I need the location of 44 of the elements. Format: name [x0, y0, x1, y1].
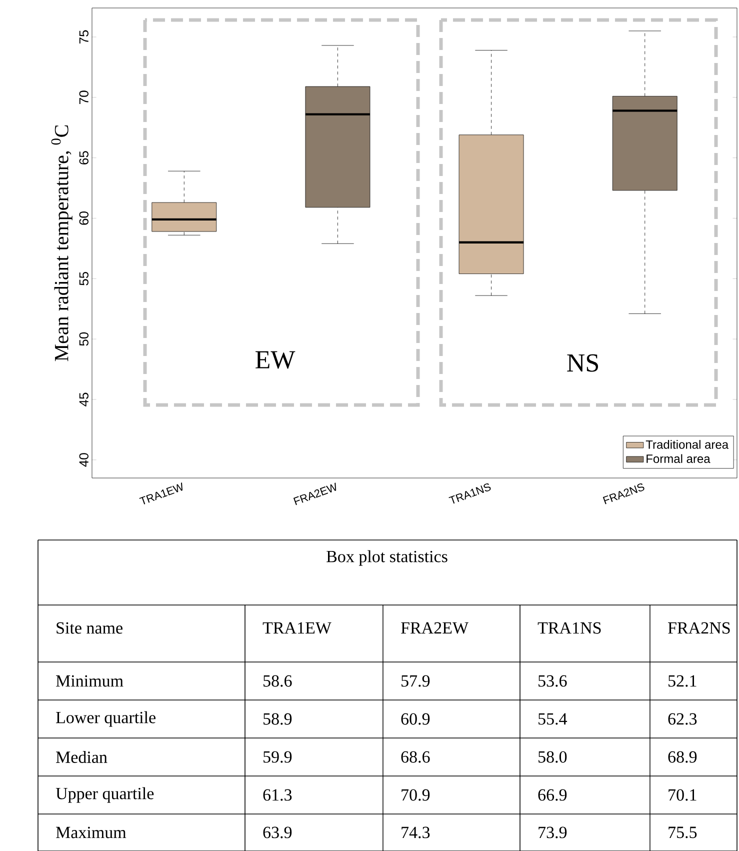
y-tick-label: 50	[79, 332, 88, 346]
annotation: NS	[567, 354, 598, 372]
text: Site name	[56, 622, 122, 634]
text: 53.6	[538, 675, 567, 687]
y-tick-label: 70	[79, 90, 88, 104]
text: 68.9	[668, 751, 697, 763]
y-tick-label: 40	[79, 453, 88, 467]
text: 74.3	[402, 826, 430, 838]
text: 70.9	[402, 789, 430, 801]
text: 57.9	[402, 675, 430, 687]
y-tick-label: 45	[79, 392, 88, 406]
category-label: FRA2NS	[668, 622, 730, 634]
text: 58.6	[264, 675, 292, 687]
text: Lower quartile	[56, 711, 156, 727]
text: Box plot statistics	[326, 550, 448, 566]
text: 73.9	[538, 826, 567, 838]
category-label: TRA1NS	[538, 622, 601, 634]
y-tick-label: 65	[79, 151, 88, 164]
text: 66.9	[538, 789, 567, 801]
legend-label: Formal area	[646, 454, 710, 463]
text: 60.9	[401, 713, 430, 725]
text: 62.3	[668, 713, 697, 725]
legend-label: Traditional area	[646, 440, 729, 449]
text: Maximum	[56, 826, 126, 838]
annotation: EW	[256, 351, 296, 369]
y-tick-label: 60	[79, 211, 88, 225]
y-tick-label: 55	[79, 272, 88, 286]
y-tick-label: 75	[79, 30, 88, 44]
text: 70.1	[668, 789, 696, 801]
text: 68.6	[401, 751, 430, 763]
y-axis-title: Mean radiant temperature, $^{0}$C	[51, 125, 72, 362]
text: 63.9	[263, 826, 292, 838]
text: 52.1	[668, 675, 696, 687]
text: 61.3	[263, 789, 292, 801]
text: 58.9	[264, 713, 292, 725]
text: Minimum	[56, 675, 124, 687]
text: 58.0	[538, 751, 567, 763]
text: Upper quartile	[56, 787, 154, 803]
text: Median	[56, 751, 108, 763]
category-label: FRA2EW	[401, 622, 469, 634]
text: 59.9	[264, 751, 292, 763]
text: 75.5	[668, 826, 697, 838]
text: 55.4	[538, 713, 568, 725]
category-label: TRA1EW	[262, 622, 332, 634]
